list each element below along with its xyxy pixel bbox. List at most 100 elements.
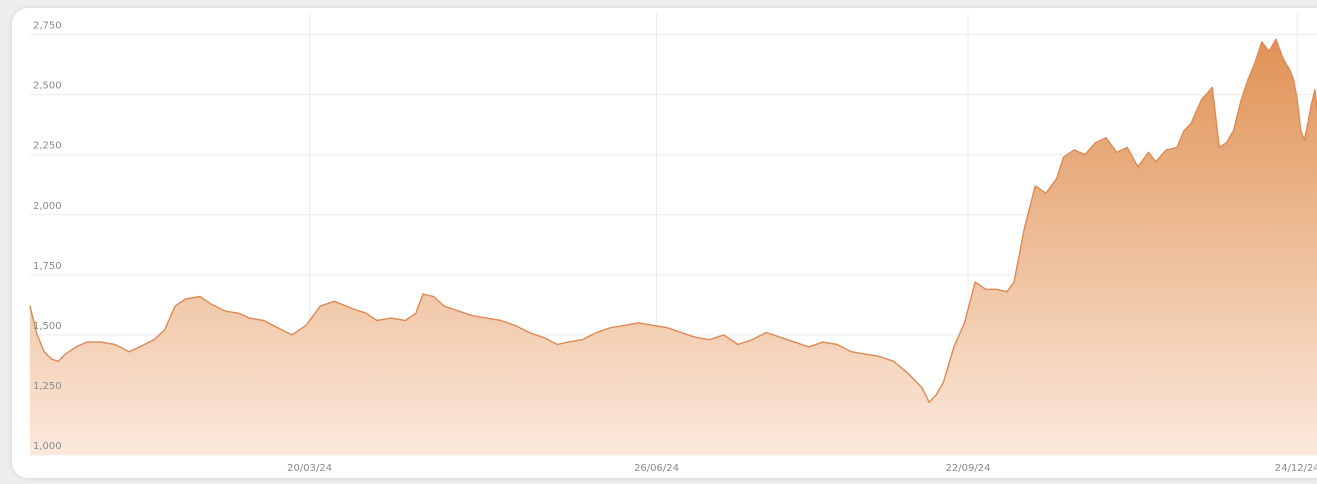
data-point (1116, 151, 1118, 153)
x-tick-label: 24/12/24 (1275, 463, 1317, 474)
data-point (1296, 98, 1298, 101)
data-point (1314, 89, 1316, 91)
data-point (878, 355, 881, 358)
data-point (248, 317, 251, 319)
data-point (422, 293, 424, 295)
data-point (1055, 178, 1058, 180)
data-point (1165, 149, 1167, 151)
x-axis: 20/03/24 26/06/24 22/09/24 24/12/24 (287, 463, 1317, 474)
data-point (64, 353, 66, 355)
data-point (808, 346, 810, 348)
data-point (415, 312, 417, 314)
data-point (1254, 62, 1256, 64)
data-point (114, 343, 116, 346)
data-point (609, 327, 612, 329)
data-point (528, 331, 530, 334)
data-point (974, 281, 976, 283)
data-point (1183, 130, 1185, 132)
data-point (935, 394, 937, 396)
data-point (224, 310, 226, 312)
data-point (50, 358, 52, 360)
data-point (1310, 103, 1312, 105)
data-point (638, 322, 640, 324)
data-point (163, 329, 166, 331)
data-point (652, 324, 654, 326)
y-axis: 1,000 1,250 1,500 1,750 2,000 2,250 2,500 2,750 (33, 21, 62, 452)
data-point (963, 322, 966, 324)
data-point (723, 334, 725, 336)
data-point (75, 346, 77, 348)
data-point (751, 339, 753, 341)
data-point (893, 360, 895, 362)
data-point (404, 319, 406, 322)
data-point (1084, 154, 1086, 156)
data-point (595, 331, 598, 334)
y-tick-label: 1,750 (33, 261, 62, 272)
data-point (765, 331, 767, 334)
data-point (1137, 166, 1139, 168)
data-point (43, 351, 45, 353)
data-point (333, 300, 335, 302)
data-point (850, 351, 852, 353)
data-point (794, 341, 796, 343)
data-point (128, 351, 130, 353)
y-tick-label: 1,000 (33, 441, 62, 452)
data-point (1176, 146, 1178, 149)
data-point (1282, 58, 1284, 60)
series-line (29, 38, 1317, 403)
data-point (1218, 146, 1220, 149)
data-point (1024, 226, 1026, 228)
data-point (921, 387, 923, 389)
data-point (737, 343, 739, 346)
y-tick-label: 2,250 (33, 141, 62, 152)
data-point (185, 298, 187, 300)
data-point (514, 324, 516, 326)
data-point (779, 336, 782, 338)
data-point (390, 317, 392, 319)
data-point (995, 288, 997, 290)
data-point (199, 295, 201, 298)
y-tick-label: 1,500 (33, 321, 62, 332)
data-point (1148, 151, 1150, 153)
data-point (1155, 161, 1157, 163)
data-point (1045, 192, 1047, 194)
data-point (1225, 142, 1227, 144)
data-point (471, 315, 474, 317)
data-point (1063, 156, 1065, 158)
data-point (942, 382, 944, 384)
area-layer (29, 38, 1317, 455)
data-point (1303, 139, 1305, 141)
data-point (1013, 281, 1015, 283)
data-point (556, 343, 559, 346)
data-point (432, 295, 435, 298)
data-point (305, 324, 307, 326)
data-point (29, 305, 31, 307)
data-point (581, 339, 583, 341)
y-tick-label: 2,750 (33, 21, 62, 32)
data-point (443, 305, 445, 307)
data-point (1201, 98, 1203, 101)
data-point (319, 305, 321, 307)
data-point (953, 346, 955, 348)
data-point (928, 401, 930, 403)
data-point (624, 324, 626, 326)
data-point (1240, 101, 1242, 103)
data-point (1300, 130, 1302, 132)
data-point (1293, 79, 1295, 81)
data-point (907, 372, 909, 374)
data-point (694, 336, 697, 338)
data-point (1126, 146, 1128, 149)
data-point (567, 341, 569, 343)
data-point (139, 346, 141, 348)
data-point (86, 341, 88, 343)
data-point (1073, 149, 1075, 151)
chart-card: 1,000 1,250 1,500 1,750 2,000 2,250 2,500 2,750… (12, 8, 1317, 478)
data-point (1268, 50, 1270, 53)
data-point (1232, 130, 1235, 132)
data-point (1275, 38, 1277, 40)
data-point (351, 307, 353, 310)
data-point (1094, 142, 1097, 144)
data-point (1307, 122, 1309, 125)
data-point (457, 310, 459, 312)
x-tick-label: 26/06/24 (634, 463, 679, 474)
